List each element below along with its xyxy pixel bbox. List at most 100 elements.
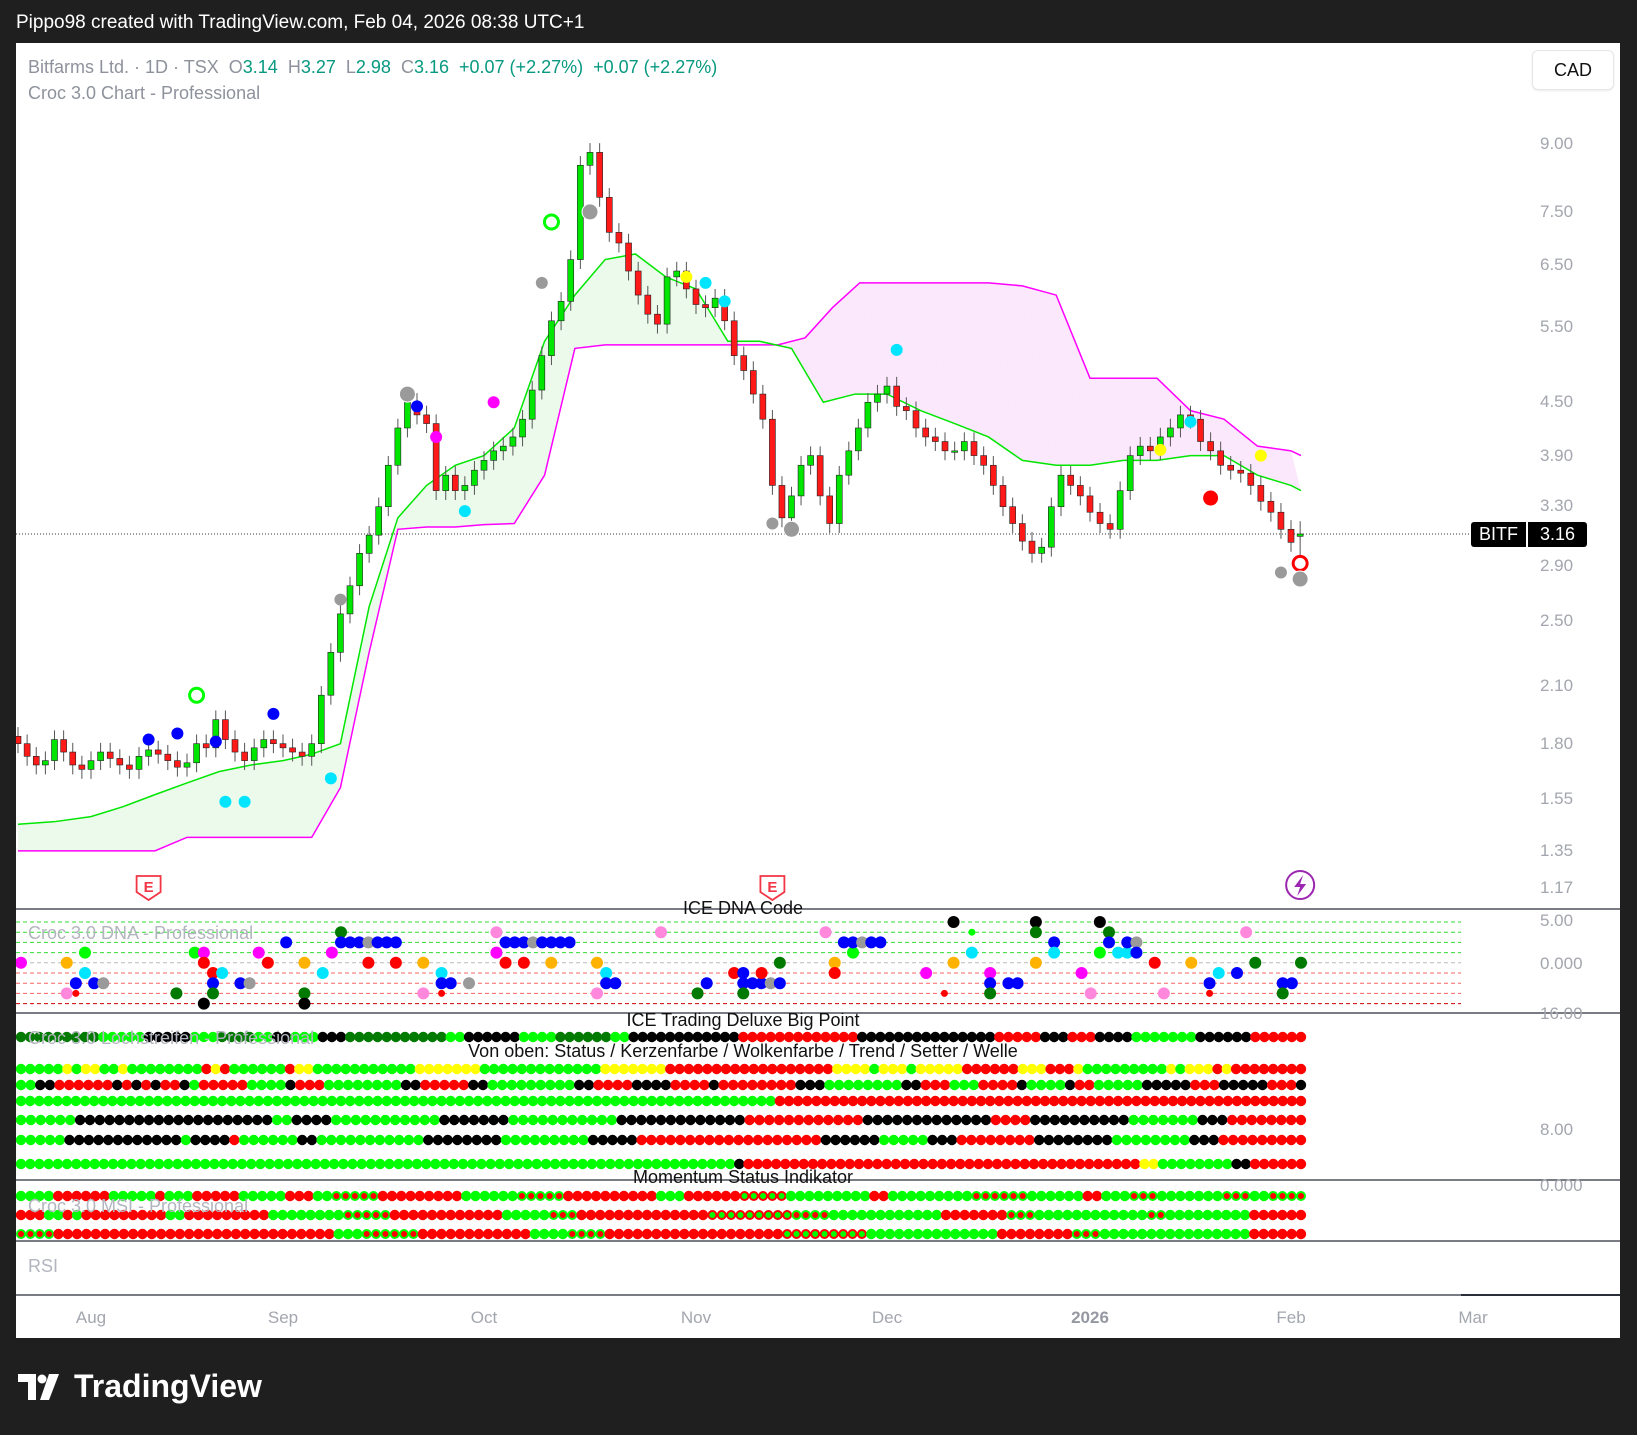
strip-row-5-dot [1130, 1134, 1142, 1146]
strip-row-4-dot [261, 1114, 273, 1126]
candle [42, 751, 49, 775]
msi-row-1-dot [382, 1212, 389, 1218]
candle [663, 267, 671, 334]
dna-dot [847, 946, 859, 959]
strip-row-4-dot [458, 1114, 470, 1126]
strip-row-1-dot [368, 1063, 379, 1075]
candle [692, 279, 700, 314]
strip-row-3-dot [1103, 1095, 1115, 1107]
candle [1277, 503, 1285, 539]
strip-row-6-dot [1139, 1158, 1150, 1170]
msi-row-2-dot [802, 1231, 809, 1237]
strip-row-0-dot [344, 1031, 356, 1043]
strip-pane-label[interactable]: Croc 3.0 Lochstreifen - Professional [28, 1028, 315, 1048]
strip-row-5-dot [490, 1134, 502, 1146]
strip-row-0-dot [582, 1031, 594, 1043]
strip-row-6-dot [310, 1158, 321, 1170]
msi-row-2-dot [784, 1231, 791, 1237]
msi-pane-label[interactable]: Croc 3.0 MSI - Professional [28, 1196, 249, 1216]
candle-body [145, 749, 152, 757]
signal-dot-marker [487, 396, 500, 409]
msi-row-2-dot [99, 1228, 111, 1240]
strip-row-5-dot [209, 1134, 221, 1146]
msi-row-2-dot [1193, 1228, 1204, 1240]
dna-dot [920, 967, 933, 979]
msi-row-2-dot [1127, 1228, 1139, 1240]
strip-row-2-dot [833, 1079, 845, 1091]
dna-dot [609, 977, 622, 990]
strip-row-1-dot [609, 1063, 620, 1075]
msi-row-1-dot [127, 1209, 139, 1221]
msi-row-2-dot [539, 1228, 550, 1240]
strip-row-5-dot [849, 1134, 861, 1146]
msi-row-1-dot [183, 1209, 195, 1221]
strip-row-6-dot [1157, 1158, 1169, 1170]
strip-row-1-dot [62, 1063, 73, 1075]
strip-row-3-dot [555, 1095, 566, 1107]
msi-row-2-dot [1043, 1228, 1054, 1240]
msi-row-2-dot [373, 1231, 380, 1237]
strip-row-0-dot [664, 1031, 676, 1043]
msi-row-0-dot [117, 1190, 129, 1202]
strip-row-5-dot [587, 1134, 599, 1146]
dna-dot [490, 946, 503, 959]
msi-row-2-dot [679, 1228, 690, 1240]
strip-row-6-dot [135, 1158, 146, 1170]
strip-row-6-dot [1166, 1158, 1178, 1170]
strip-row-5-dot [73, 1134, 85, 1146]
msi-row-2-dot [744, 1228, 755, 1240]
strip-row-3-dot [829, 1095, 840, 1107]
cloud-fill-segment [665, 276, 696, 345]
currency-button[interactable]: CAD [1532, 50, 1614, 90]
strip-row-1-dot [1193, 1063, 1205, 1075]
strip-row-5-dot [122, 1134, 133, 1146]
strip-row-6-dot [503, 1158, 515, 1170]
msi-row-1-dot [202, 1209, 214, 1221]
candle [912, 401, 920, 438]
msi-row-2-dot [772, 1228, 783, 1240]
strip-row-6-dot [411, 1158, 423, 1170]
strip-row-5-dot [1053, 1134, 1064, 1146]
strip-row-4-dot [744, 1114, 755, 1126]
msi-row-0-dot [312, 1190, 324, 1202]
strip-row-1-dot [989, 1063, 1001, 1075]
msi-row-0-dot [563, 1190, 574, 1202]
strip-row-6-dot [199, 1158, 211, 1170]
symbol-legend[interactable]: Bitfarms Ltd. · 1D · TSX O3.14 H3.27 L2.… [28, 57, 717, 78]
strip-row-3-dot [1085, 1095, 1096, 1107]
rsi-pane-label[interactable]: RSI [28, 1256, 59, 1276]
strip-row-0-dot [984, 1031, 996, 1043]
candle [1167, 418, 1174, 447]
strip-row-0-dot [646, 1031, 658, 1043]
strip-row-4-dot [340, 1114, 352, 1126]
candle [845, 441, 853, 485]
tradingview-logo[interactable]: TradingView [18, 1368, 262, 1405]
msi-row-0-dot [646, 1190, 657, 1202]
msi-row-2-dot [305, 1228, 316, 1240]
strip-row-2-dot [44, 1079, 56, 1091]
msi-row-1-dot [669, 1209, 681, 1221]
strip-row-4-dot [537, 1114, 549, 1126]
candle [835, 466, 843, 533]
dna-dot [837, 936, 850, 949]
msi-row-1-dot [277, 1209, 288, 1221]
dna-pane-label[interactable]: Croc 3.0 DNA - Professional [28, 923, 254, 943]
signal-dot-marker [581, 203, 599, 221]
strip-row-6-dot [89, 1158, 100, 1170]
strip-row-1-dot [414, 1063, 426, 1075]
dna-dot [545, 956, 558, 969]
indicator-legend[interactable]: Croc 3.0 Chart - Professional [28, 83, 261, 103]
strip-row-0-dot [1149, 1031, 1160, 1043]
strip-row-1-dot [627, 1063, 639, 1075]
strip-row-3-dot [335, 1095, 347, 1107]
strip-row-5-dot [597, 1134, 609, 1146]
strip-row-5-dot [471, 1134, 482, 1146]
dna-dot [737, 977, 750, 990]
strip-row-5-dot [1237, 1134, 1249, 1146]
strip-row-2-dot [208, 1079, 219, 1091]
strip-row-4-dot [321, 1114, 332, 1126]
strip-row-4-dot [921, 1114, 933, 1126]
strip-row-0-dot [573, 1031, 584, 1043]
